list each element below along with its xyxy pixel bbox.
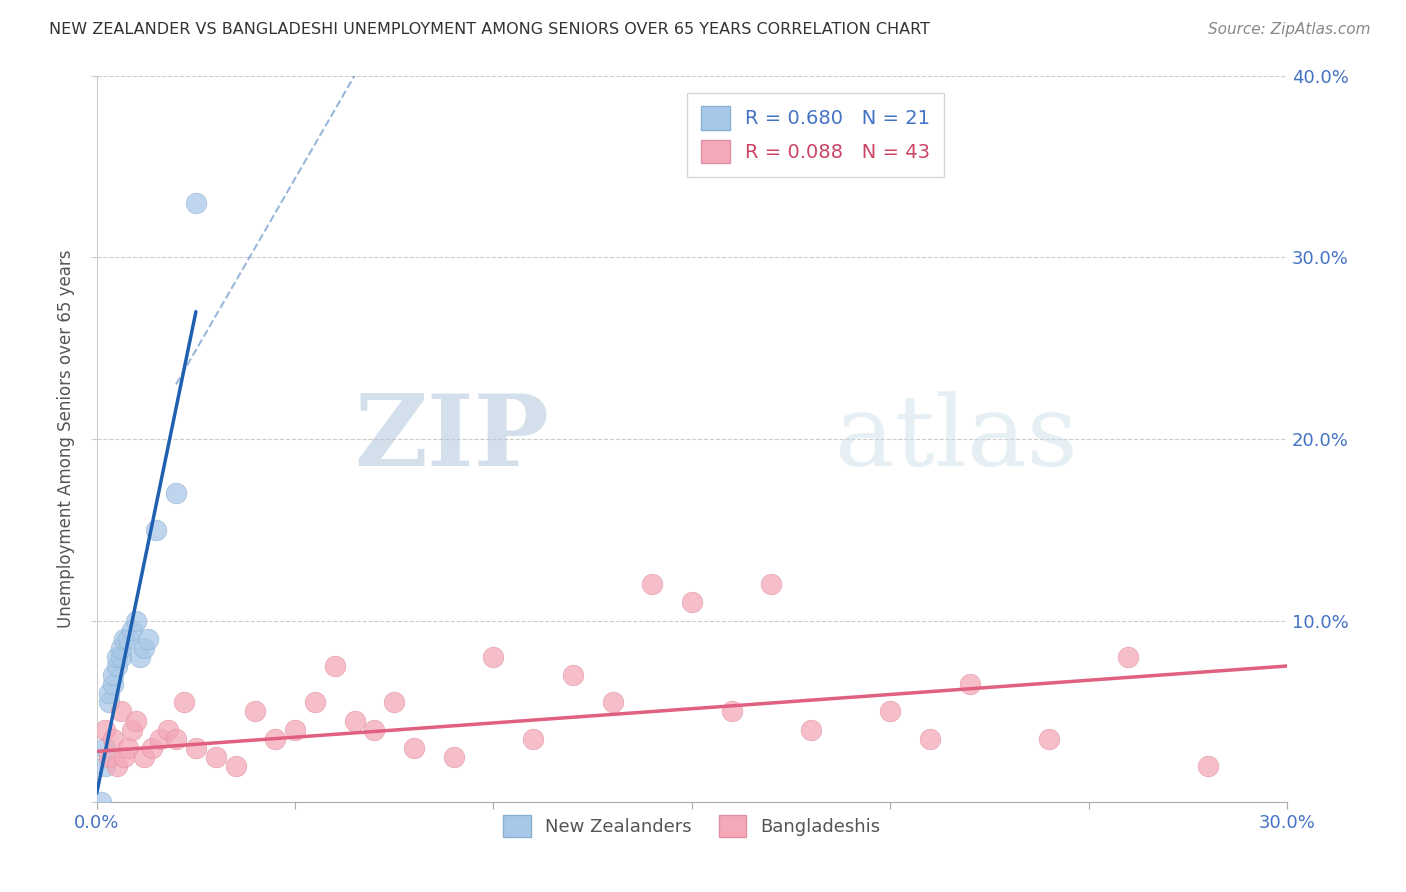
Point [1197, 759, 1219, 773]
Point [165, 731, 187, 746]
Point [561, 668, 583, 682]
Point [105, 759, 128, 773]
Point [225, 759, 247, 773]
Point [90, 795, 112, 809]
Point [117, 632, 139, 646]
Point [443, 749, 465, 764]
Point [93, 740, 115, 755]
Legend: New Zealanders, Bangladeshis: New Zealanders, Bangladeshis [496, 807, 887, 844]
Point [141, 740, 163, 755]
Point [125, 614, 148, 628]
Point [134, 640, 156, 655]
Point [117, 740, 139, 755]
Point [1118, 649, 1140, 664]
Point [204, 749, 226, 764]
Point [157, 723, 180, 737]
Point [114, 632, 136, 646]
Text: ZIP: ZIP [354, 391, 550, 487]
Point [129, 649, 152, 664]
Point [97, 749, 120, 764]
Point [101, 677, 124, 691]
Point [323, 659, 346, 673]
Point [110, 640, 132, 655]
Point [800, 723, 823, 737]
Point [114, 749, 136, 764]
Text: atlas: atlas [835, 391, 1077, 487]
Point [97, 695, 120, 709]
Point [101, 668, 124, 682]
Point [522, 731, 544, 746]
Point [125, 714, 148, 728]
Point [173, 695, 195, 709]
Point [93, 723, 115, 737]
Point [382, 695, 405, 709]
Point [145, 523, 167, 537]
Point [121, 723, 143, 737]
Point [343, 714, 366, 728]
Point [959, 677, 981, 691]
Point [602, 695, 624, 709]
Point [918, 731, 941, 746]
Point [97, 686, 120, 700]
Point [184, 195, 207, 210]
Point [245, 705, 267, 719]
Point [165, 486, 187, 500]
Point [184, 740, 207, 755]
Text: Source: ZipAtlas.com: Source: ZipAtlas.com [1208, 22, 1371, 37]
Point [110, 705, 132, 719]
Point [720, 705, 742, 719]
Point [110, 649, 132, 664]
Point [93, 759, 115, 773]
Point [404, 740, 426, 755]
Point [482, 649, 505, 664]
Y-axis label: Unemployment Among Seniors over 65 years: Unemployment Among Seniors over 65 years [58, 250, 75, 628]
Point [105, 659, 128, 673]
Point [136, 632, 159, 646]
Point [761, 577, 783, 591]
Text: NEW ZEALANDER VS BANGLADESHI UNEMPLOYMENT AMONG SENIORS OVER 65 YEARS CORRELATIO: NEW ZEALANDER VS BANGLADESHI UNEMPLOYMEN… [49, 22, 931, 37]
Point [1038, 731, 1060, 746]
Point [264, 731, 287, 746]
Point [304, 695, 326, 709]
Point [149, 731, 172, 746]
Point [284, 723, 307, 737]
Point [101, 731, 124, 746]
Point [681, 595, 703, 609]
Point [363, 723, 385, 737]
Point [134, 749, 156, 764]
Point [121, 623, 143, 637]
Point [879, 705, 901, 719]
Point [105, 649, 128, 664]
Point [641, 577, 664, 591]
